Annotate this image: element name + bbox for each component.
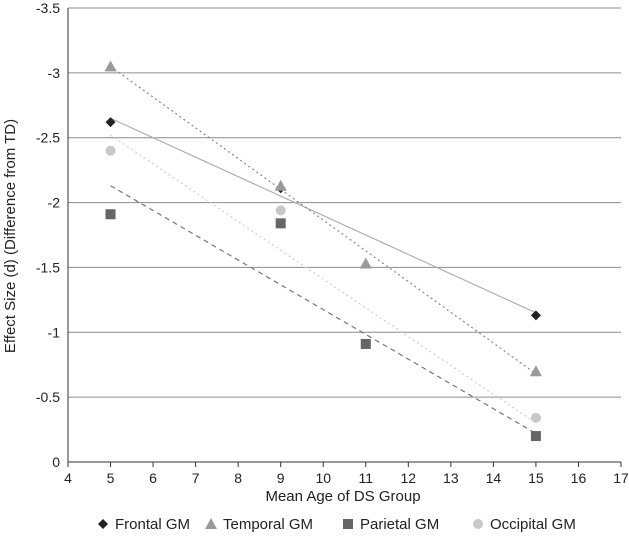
x-tick-label: 14: [486, 470, 502, 486]
legend-marker-occipital-gm: [473, 519, 483, 529]
frontal-gm-point: [105, 117, 116, 128]
legend-item-occipital-gm: Occipital GM: [473, 516, 576, 533]
x-tick-label: 7: [192, 470, 200, 486]
x-tick-label: 4: [64, 470, 72, 486]
temporal-gm-point: [104, 60, 117, 72]
frontal-gm-point: [530, 310, 541, 321]
x-tick-label: 8: [234, 470, 242, 486]
legend-item-frontal-gm: Frontal GM: [98, 516, 190, 533]
legend-marker-temporal-gm: [205, 518, 217, 529]
axes: [67, 8, 622, 467]
legend-label-parietal-gm: Parietal GM: [360, 516, 439, 533]
legend-label-temporal-gm: Temporal GM: [223, 516, 313, 533]
x-tick-label: 11: [358, 470, 373, 486]
y-tick-label: -3: [48, 65, 61, 81]
y-axis-title: Effect Size (d) (Difference from TD): [2, 119, 19, 353]
x-tick-label: 13: [443, 470, 459, 486]
x-tick-label: 6: [149, 470, 157, 486]
temporal-gm-point: [529, 365, 542, 377]
parietal-gm-point: [360, 338, 371, 349]
legend-label-occipital-gm: Occipital GM: [490, 516, 576, 533]
y-tick-label: -3.5: [36, 0, 60, 16]
temporal-gm-trendline: [110, 65, 537, 375]
legend-label-frontal-gm: Frontal GM: [115, 516, 190, 533]
y-tick-label: -1: [48, 324, 61, 340]
data-points: [104, 60, 542, 442]
x-tick-label: 10: [315, 470, 331, 486]
parietal-gm-point: [275, 218, 286, 229]
x-tick-label: 16: [571, 470, 587, 486]
x-tick-label: 15: [528, 470, 544, 486]
parietal-gm-point: [530, 431, 541, 442]
x-tick-label: 17: [613, 470, 629, 486]
y-tick-label: -2.5: [36, 130, 60, 146]
legend-marker-parietal-gm: [343, 519, 353, 529]
legend-item-temporal-gm: Temporal GM: [205, 516, 313, 533]
x-tick-label: 5: [107, 470, 115, 486]
legend-marker-frontal-gm: [98, 519, 108, 529]
temporal-gm-point: [274, 179, 287, 191]
occipital-gm-point: [105, 145, 116, 156]
frontal-gm-trendline: [110, 117, 537, 314]
x-axis-title: Mean Age of DS Group: [265, 488, 420, 505]
legend-item-parietal-gm: Parietal GM: [343, 516, 439, 533]
y-tick-label: 0: [52, 454, 60, 470]
x-tick-label: 12: [401, 470, 417, 486]
trendlines: [110, 65, 537, 434]
occipital-gm-trendline: [110, 134, 537, 424]
parietal-gm-trendline: [110, 185, 537, 434]
y-tick-label: -0.5: [36, 389, 60, 405]
legend: Frontal GM Temporal GM Parietal GM Occipita…: [98, 516, 576, 533]
grid-lines: [68, 7, 621, 398]
x-tick-label: 9: [277, 470, 285, 486]
temporal-gm-point: [359, 257, 372, 269]
y-tick-label: -1.5: [36, 259, 60, 275]
occipital-gm-point: [530, 412, 541, 423]
y-tick-label: -2: [48, 195, 61, 211]
occipital-gm-point: [275, 205, 286, 216]
tick-labels: 0 -0.5 -1 -1.5 -2 -2.5 -3 -3.5 4 5 6 7 8 9 10 11 12 13 14 1…: [36, 0, 629, 486]
parietal-gm-point: [105, 209, 116, 220]
